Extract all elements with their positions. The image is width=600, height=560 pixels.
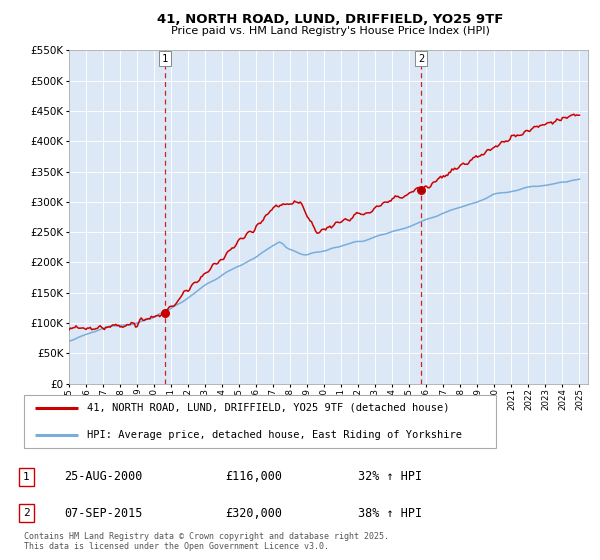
Text: HPI: Average price, detached house, East Riding of Yorkshire: HPI: Average price, detached house, East…	[87, 430, 462, 440]
Text: 41, NORTH ROAD, LUND, DRIFFIELD, YO25 9TF: 41, NORTH ROAD, LUND, DRIFFIELD, YO25 9T…	[157, 13, 503, 26]
Text: £116,000: £116,000	[225, 470, 282, 483]
Text: 2: 2	[23, 508, 30, 518]
Text: 07-SEP-2015: 07-SEP-2015	[64, 507, 142, 520]
Text: 1: 1	[23, 472, 30, 482]
Text: 41, NORTH ROAD, LUND, DRIFFIELD, YO25 9TF (detached house): 41, NORTH ROAD, LUND, DRIFFIELD, YO25 9T…	[87, 403, 449, 413]
Text: 38% ↑ HPI: 38% ↑ HPI	[358, 507, 422, 520]
Text: £320,000: £320,000	[225, 507, 282, 520]
Text: 2: 2	[418, 54, 424, 64]
Text: Price paid vs. HM Land Registry's House Price Index (HPI): Price paid vs. HM Land Registry's House …	[170, 26, 490, 36]
FancyBboxPatch shape	[23, 395, 496, 448]
Text: 25-AUG-2000: 25-AUG-2000	[64, 470, 142, 483]
Text: 32% ↑ HPI: 32% ↑ HPI	[358, 470, 422, 483]
Text: Contains HM Land Registry data © Crown copyright and database right 2025.
This d: Contains HM Land Registry data © Crown c…	[23, 531, 389, 551]
Text: 1: 1	[162, 54, 168, 64]
